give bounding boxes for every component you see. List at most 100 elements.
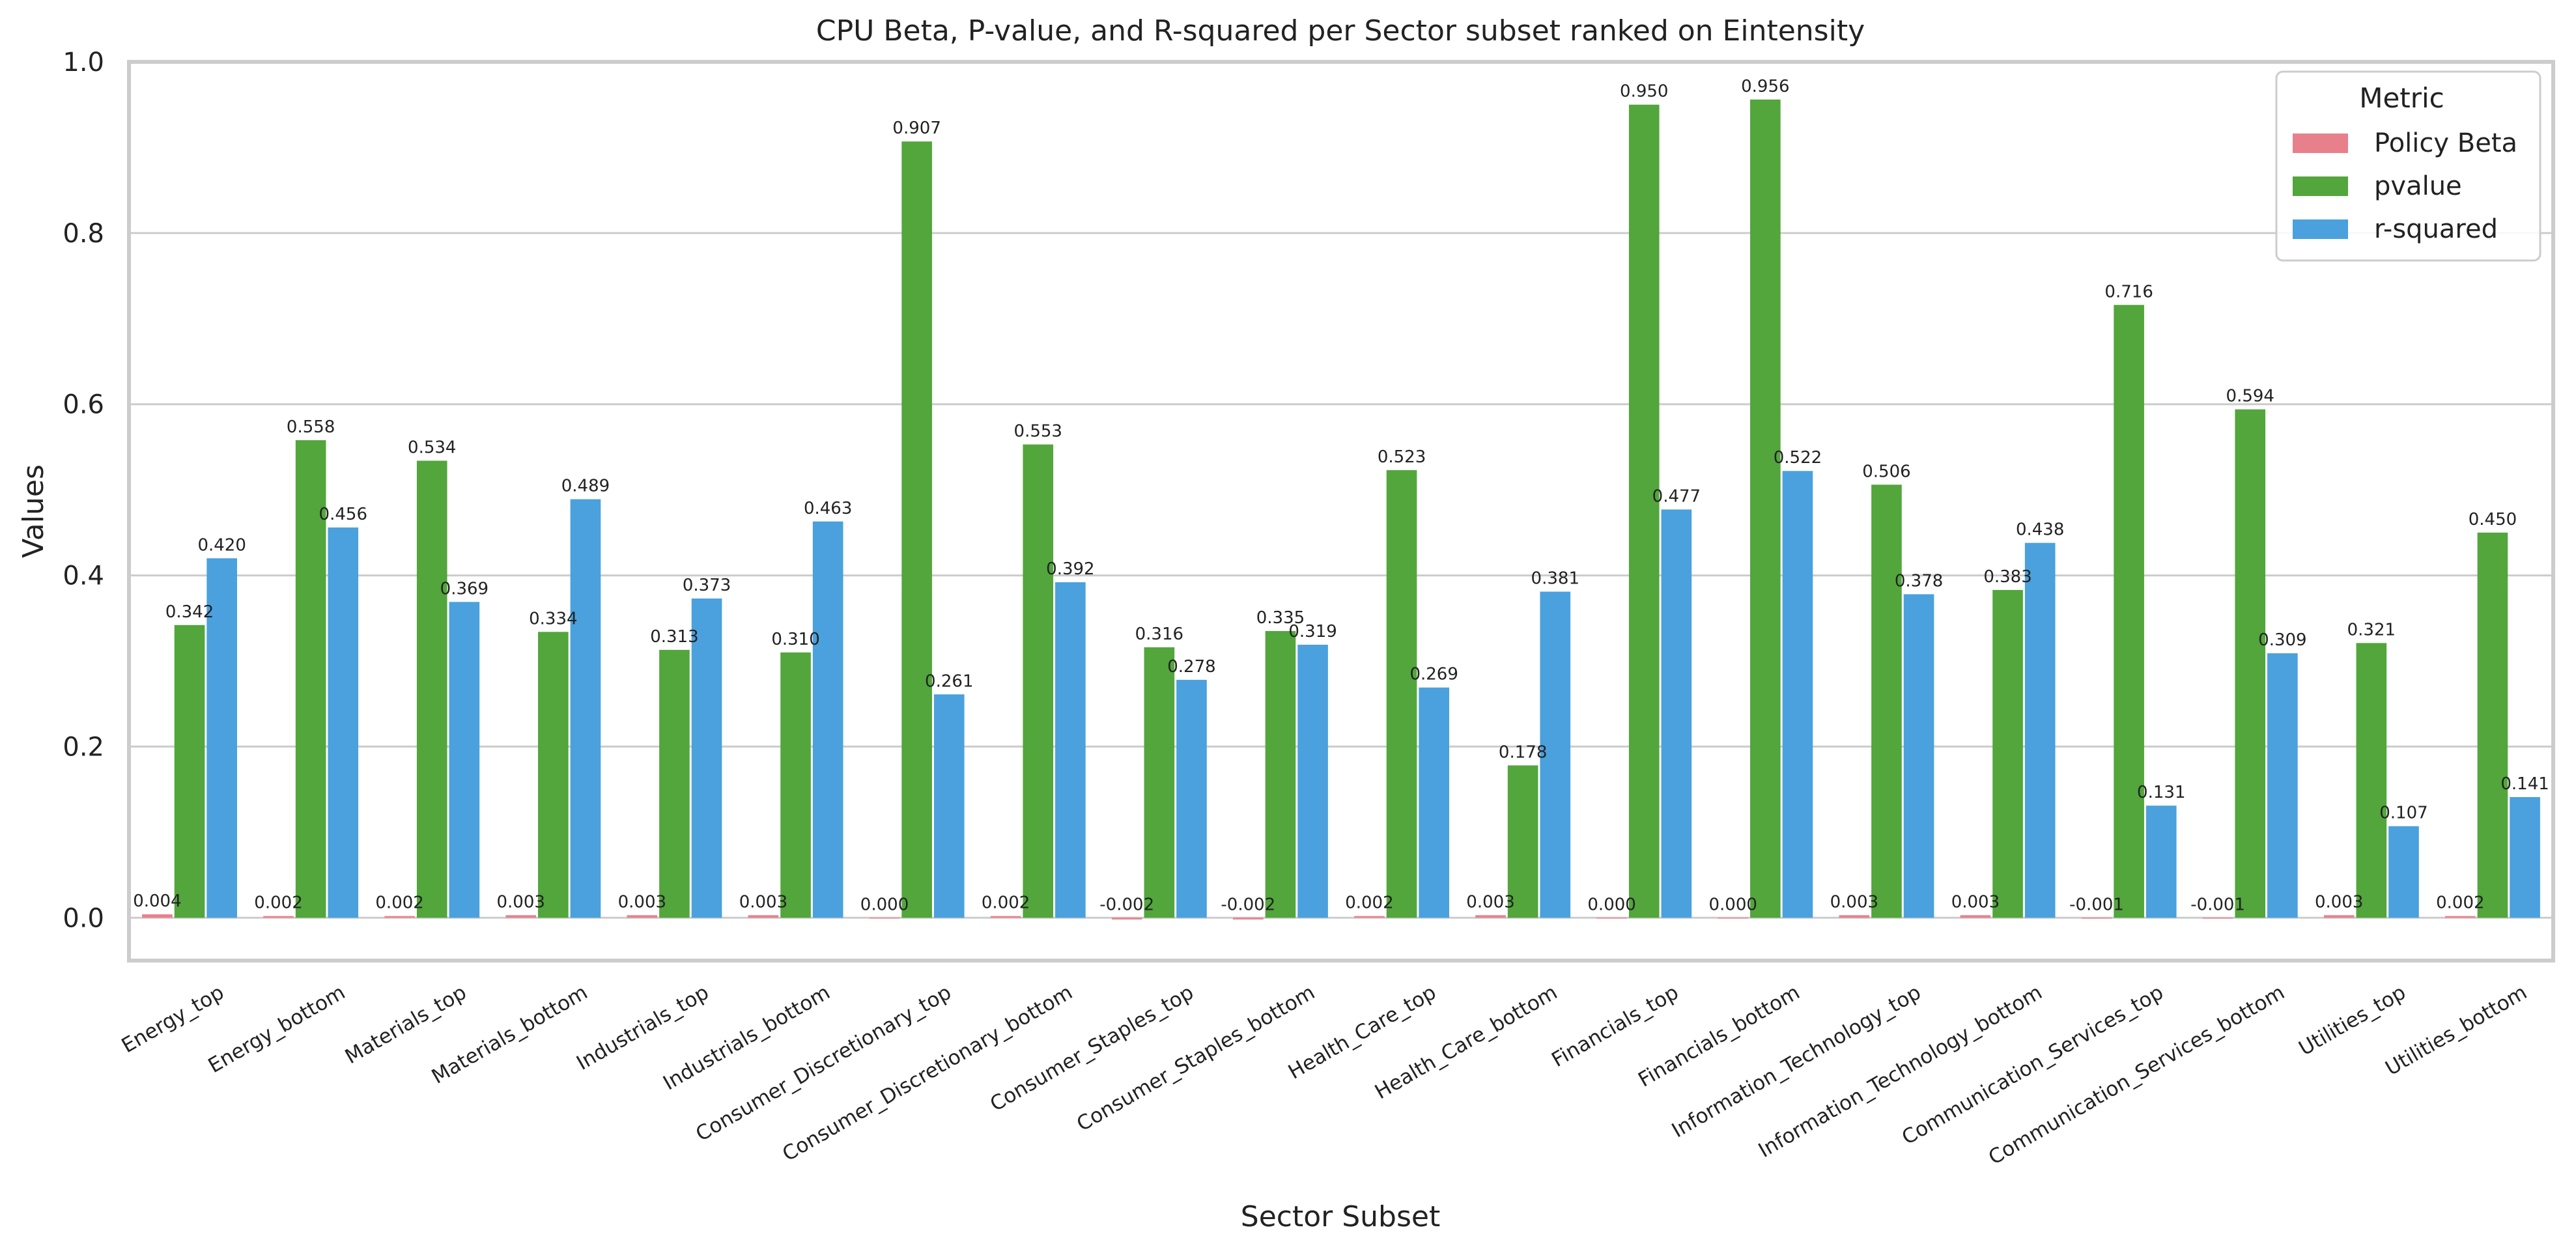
bar-r-squared [2267,653,2298,918]
bar-value-label: 0.261 [925,671,973,691]
bar-value-label: 0.002 [1345,893,1393,913]
legend-entry: Policy Beta [2374,128,2517,158]
bar-value-label: 0.003 [497,892,545,912]
bar-pvalue [1144,647,1175,918]
bar-value-label: 0.381 [1531,569,1579,589]
bar-pvalue [1386,470,1417,918]
bar-pvalue [295,440,326,918]
bar-r-squared [1297,645,1328,918]
bar-r-squared [1419,687,1449,918]
bar-value-label: 0.907 [892,119,941,138]
bar-value-label: 0.141 [2500,774,2549,794]
bar-value-label: 0.558 [287,417,335,437]
bar-value-label: 0.450 [2469,510,2517,529]
bar-value-label: 0.003 [739,892,787,912]
y-axis-ticks: 0.0 0.2 0.4 0.6 0.8 1.0 [63,48,104,933]
bar-r-squared [449,602,480,918]
bar-r-squared [933,694,965,918]
bar-value-label: 0.392 [1046,559,1094,579]
bar-r-squared [206,558,237,918]
bar-policy-beta [1233,918,1264,920]
bar-value-label: 0.378 [1895,571,1943,591]
bar-policy-beta [2323,915,2355,918]
bar-value-label: 0.000 [1709,895,1757,914]
bar-r-squared [1176,679,1207,918]
bar-r-squared [2024,542,2056,918]
y-tick-label: 0.8 [63,219,104,249]
x-tick-label: Energy_bottom [205,981,350,1078]
bar-policy-beta [263,916,294,918]
bar-value-label: -0.002 [1099,895,1154,914]
bar-pvalue [901,141,932,918]
y-axis-label: Values [17,464,50,558]
bar-policy-beta [1960,915,1991,918]
bar-policy-beta [142,914,173,918]
bar-value-label: -0.001 [2069,895,2124,914]
bar-pvalue [1750,99,1781,918]
y-tick-label: 0.0 [63,903,104,933]
x-tick-label: Utilities_top [2295,981,2409,1061]
bar-value-label: 0.335 [1256,608,1305,628]
bar-r-squared [328,527,359,918]
bar-policy-beta [990,916,1021,918]
bar-value-label: 0.003 [2315,892,2363,912]
x-axis-ticks: Energy_topEnergy_bottomMaterials_topMate… [118,981,2531,1170]
plot-frame [127,60,2555,963]
y-tick-label: 0.4 [63,561,104,591]
legend-swatch [2293,176,2348,196]
bar-pvalue [780,652,811,918]
bar-value-label: 0.373 [683,576,731,595]
bar-value-label: 0.489 [561,477,610,496]
bar-value-label: 0.131 [2137,783,2185,802]
bar-pvalue [174,625,205,918]
bar-value-label: 0.334 [529,609,577,628]
bar-r-squared [1661,509,1692,918]
bar-policy-beta [1354,916,1385,918]
legend-swatch [2293,134,2348,153]
bar-pvalue [1871,485,1902,918]
bar-r-squared [1540,591,1571,918]
bar-r-squared [1055,582,1086,918]
bar-policy-beta [748,915,779,918]
bar-value-label: 0.178 [1499,742,1547,762]
bar-pvalue [1628,104,1660,918]
chart-title: CPU Beta, P-value, and R-squared per Sec… [816,14,1865,48]
bar-value-label: 0.523 [1378,447,1426,467]
bar-value-label: 0.321 [2347,620,2396,640]
bar-r-squared [2145,806,2177,918]
bar-value-label: 0.309 [2258,630,2306,650]
bar-value-label: 0.342 [165,602,214,622]
bar-r-squared [570,499,601,918]
bar-value-label: 0.310 [771,630,819,649]
bar-pvalue [538,632,569,918]
bar-value-label: 0.313 [650,627,698,647]
x-tick-label: Consumer_Staples_top [986,981,1198,1116]
bar-value-label: 0.002 [254,893,302,913]
bar-value-label: -0.002 [1221,895,1275,914]
bar-pvalue [2235,409,2266,918]
legend-entry: r-squared [2374,214,2498,244]
bar-pvalue [2114,305,2144,918]
bar-policy-beta [505,915,537,918]
bar-value-label: 0.003 [1951,892,2000,912]
bar-value-label: 0.463 [804,499,852,518]
y-tick-label: 0.6 [63,390,104,420]
bar-pvalue [416,460,447,918]
bar-policy-beta [1839,915,1870,918]
bar-value-label: 0.956 [1741,77,1789,96]
bar-value-label: 0.278 [1167,657,1215,677]
bar-pvalue [1992,589,2023,918]
legend: Metric Policy Beta pvalue r-squared [2275,70,2541,262]
bar-value-label: 0.506 [1862,462,1910,481]
bar-value-label: 0.004 [133,892,181,911]
bar-value-label: 0.716 [2104,282,2153,302]
bar-policy-beta [1111,918,1142,920]
bar-value-label: 0.002 [982,893,1030,913]
bar-r-squared [812,521,843,918]
bar-value-label: 0.316 [1135,625,1183,644]
bar-value-label: 0.420 [197,535,246,555]
bar-value-label: 0.000 [1587,895,1635,914]
bar-r-squared [1782,471,1813,918]
